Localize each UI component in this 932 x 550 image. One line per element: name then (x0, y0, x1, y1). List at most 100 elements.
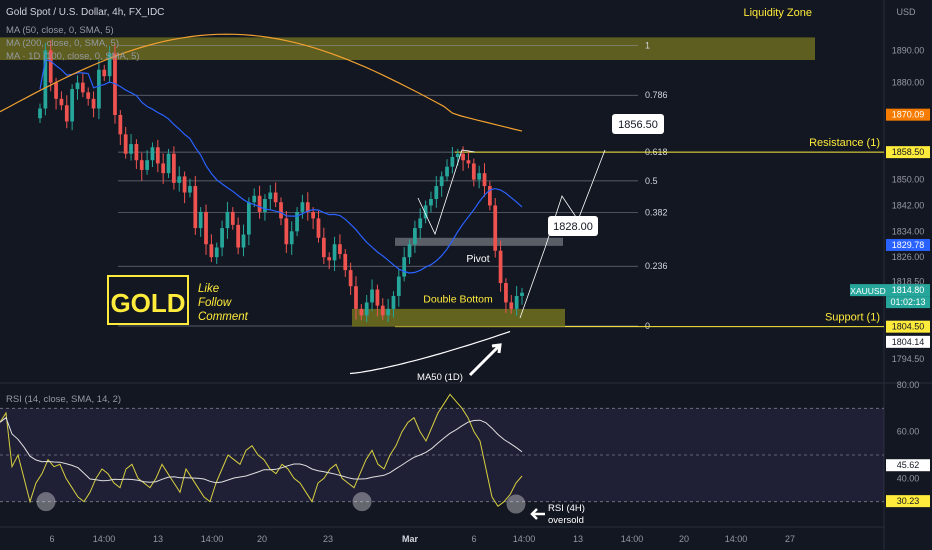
time-tick: 14:00 (201, 534, 224, 544)
candle-body (418, 218, 423, 229)
price-tick: 1850.00 (892, 175, 925, 185)
target2-label: 1856.50 (618, 119, 658, 131)
time-tick: 20 (679, 534, 689, 544)
logo-frame (107, 275, 189, 325)
candle-body (118, 114, 123, 135)
liquidity-zone-label: Liquidity Zone (744, 7, 813, 19)
rsi-tag: 45.62 (897, 460, 920, 470)
price-tag-box (886, 296, 930, 309)
candle-body (161, 163, 166, 174)
cta-follow: Follow (198, 297, 232, 309)
candle-body (300, 202, 305, 212)
candle-body (498, 250, 503, 284)
time-tick: 6 (471, 534, 476, 544)
candle-body (482, 173, 487, 187)
candle-body (220, 228, 224, 248)
rsi-tick: 60.00 (897, 427, 920, 437)
indicator-legend-1: MA (50, close, 0, SMA, 5) (6, 25, 114, 36)
candle-body (246, 202, 251, 235)
price-tag-box (886, 335, 930, 348)
time-tick: 20 (257, 534, 267, 544)
price-tick: 1834.00 (892, 226, 925, 236)
time-tick: Mar (402, 534, 419, 544)
candle-body (123, 134, 128, 154)
oversold-marker-1 (36, 492, 56, 512)
candle-body (289, 231, 294, 245)
fib-label-0-382: 0.382 (645, 208, 668, 218)
candle-body (91, 98, 96, 109)
logo-text: GOLD (110, 288, 185, 318)
support-label: Support (1) (825, 312, 880, 324)
candle-body (354, 286, 358, 309)
candle-body (48, 50, 53, 83)
candle-body (504, 283, 508, 303)
price-tag: 1870.09 (892, 110, 925, 120)
double-bottom-label: Double Bottom (423, 293, 493, 305)
candle-body (375, 289, 380, 306)
time-tick: 13 (573, 534, 583, 544)
candle-body (97, 69, 101, 109)
candle-body (429, 199, 433, 206)
candle-body (407, 244, 412, 258)
candle-body (214, 247, 219, 258)
candle-body (450, 156, 455, 167)
cta-comment: Comment (198, 311, 249, 323)
rsi-tag: 30.23 (897, 496, 920, 506)
candle-body (305, 202, 310, 212)
candle-body (455, 153, 460, 157)
candle-body (327, 257, 332, 261)
candle-body (129, 144, 133, 154)
candle-body (338, 244, 342, 254)
candle-body (461, 153, 465, 161)
candle-body (155, 147, 160, 164)
candle-body (263, 199, 267, 212)
price-tick: 1818.50 (892, 276, 925, 286)
candle-body (434, 186, 439, 199)
candle-body (471, 163, 476, 180)
projection-path (519, 149, 606, 319)
candle-body (86, 92, 91, 99)
time-tick: 6 (49, 534, 54, 544)
rsi-ma-line (0, 416, 523, 484)
candle-body (70, 89, 75, 122)
resistance-label: Resistance (1) (809, 137, 880, 149)
candle-body (359, 308, 364, 316)
time-tick: 14:00 (621, 534, 644, 544)
candle-body (43, 50, 48, 109)
price-tag-box (886, 146, 930, 159)
price-tag-box (886, 108, 930, 121)
candle-body (402, 257, 407, 277)
fib-label-1: 1 (645, 40, 650, 50)
candle-body (252, 195, 257, 203)
chart-title: Gold Spot / U.S. Dollar, 4h, FX_IDC (6, 7, 164, 18)
fib-label-0-786: 0.786 (645, 90, 668, 100)
fib-label-0-5: 0.5 (645, 176, 658, 186)
price-tick: 1842.00 (892, 200, 925, 210)
time-tick: 14:00 (725, 534, 748, 544)
indicator-legend-2: MA (200, close, 0, SMA, 5) (6, 38, 119, 49)
price-tag: 1858.50 (892, 147, 925, 157)
past-path (417, 149, 476, 236)
candle-body (509, 302, 514, 309)
pivot-zone (395, 237, 563, 246)
target2-box (612, 114, 664, 134)
price-tag-box (886, 284, 930, 297)
candle-body (225, 211, 230, 229)
price-tag: 1829.78 (892, 240, 925, 250)
price-tag: 1804.50 (892, 322, 925, 332)
candle-body (64, 105, 69, 122)
target1-label: 1828.00 (553, 221, 593, 233)
candle-body (279, 202, 283, 219)
candle-body (236, 224, 241, 248)
candle-body (466, 160, 471, 164)
ma50-1d-arrow (468, 343, 502, 377)
rsi-oversold-label-1: RSI (4H) (548, 503, 585, 514)
candle-body (241, 234, 246, 248)
candle-body (198, 211, 203, 229)
candle-body (188, 186, 192, 193)
candle-body (439, 176, 444, 187)
rsi-tag-box (886, 495, 930, 508)
symbol-tag: XAUUSD (850, 286, 885, 296)
